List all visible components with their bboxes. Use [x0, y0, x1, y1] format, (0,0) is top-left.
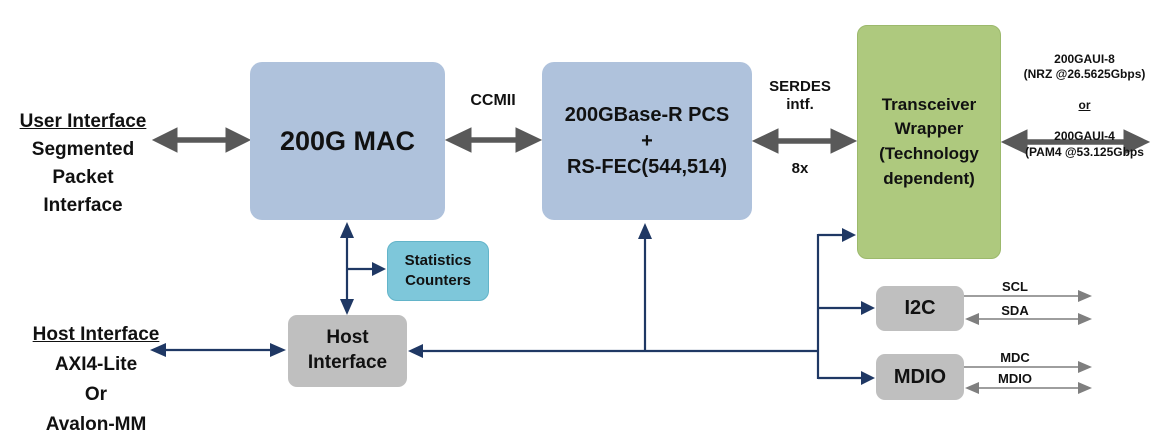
mdio-arrowhead-right: [1078, 382, 1092, 394]
user-mac-arrowhead-left: [151, 127, 178, 153]
host-control-arrowhead: [408, 344, 423, 358]
transceiver-line-arrowhead-right: [1123, 129, 1151, 155]
gaui-label: 200GAUI-8 (NRZ @26.5625Gbps) or 200GAUI-…: [1016, 36, 1153, 160]
datapath-arrows: [151, 127, 1151, 155]
mdio-block: MDIO: [876, 354, 964, 400]
serdes-lanes-label: 8x: [791, 160, 809, 177]
mac-host-arrowhead-down: [340, 299, 354, 315]
control-wires: [150, 222, 875, 385]
i2c-block: I2C: [876, 286, 964, 331]
host-interface-heading: Host Interface: [32, 324, 160, 345]
mac-pcs-arrowhead-left: [444, 127, 472, 153]
host-interface-block: Host Interface: [288, 315, 407, 387]
pcs-transceiver-arrowhead-right: [830, 128, 858, 154]
statistics-counters-block: Statistics Counters: [387, 241, 489, 301]
sda-label: SDA: [1001, 303, 1029, 318]
mdio-label: MDIO: [998, 371, 1032, 386]
stats-branch-arrowhead: [372, 262, 386, 276]
scl-label: SCL: [1002, 279, 1028, 294]
transceiver-line-arrowhead-left: [1000, 129, 1028, 155]
i2c-branch-arrowhead: [861, 301, 875, 315]
user-interface-heading: User Interface: [19, 111, 147, 132]
mdc-label: MDC: [1000, 350, 1030, 365]
host-interface-body: AXI4-Lite Or Avalon-MM: [45, 354, 147, 432]
sda-arrowhead-right: [1078, 313, 1092, 325]
serial-signal-wires: [964, 290, 1092, 394]
pcs-control-arrowhead: [638, 223, 652, 239]
transceiver-branch-arrowhead: [842, 228, 856, 242]
transceiver-wrapper-block: Transceiver Wrapper (Technology dependen…: [857, 25, 1001, 259]
sda-arrowhead-left: [965, 313, 979, 325]
host-axi-arrowhead-left: [150, 343, 166, 357]
mdc-arrowhead: [1078, 361, 1092, 373]
host-axi-arrowhead-right: [270, 343, 286, 357]
ccmii-label: CCMII: [470, 92, 516, 109]
pcs-transceiver-arrowhead-left: [751, 128, 779, 154]
gaui-bottom-label: 200GAUI-4 (PAM4 @53.125Gbps: [1025, 129, 1144, 159]
scl-arrowhead: [1078, 290, 1092, 302]
serdes-intf-label: SERDES intf.: [769, 78, 831, 113]
mac-block: 200G MAC: [250, 62, 445, 220]
user-interface-label: User Interface Segmented Packet Interface: [2, 80, 164, 220]
user-interface-body: Segmented Packet Interface: [31, 139, 135, 216]
gaui-or-label: or: [1078, 98, 1091, 112]
mdio-arrowhead-left: [965, 382, 979, 394]
mac-pcs-arrowhead-right: [515, 127, 543, 153]
host-interface-label: Host Interface AXI4-Lite Or Avalon-MM: [15, 290, 177, 432]
gaui-top-label: 200GAUI-8 (NRZ @26.5625Gbps): [1023, 51, 1146, 82]
mdio-branch-arrowhead: [861, 371, 875, 385]
mac-host-arrowhead-up: [340, 222, 354, 238]
user-mac-arrowhead-right: [225, 127, 252, 153]
pcs-block: 200GBase-R PCS + RS-FEC(544,514): [542, 62, 752, 220]
